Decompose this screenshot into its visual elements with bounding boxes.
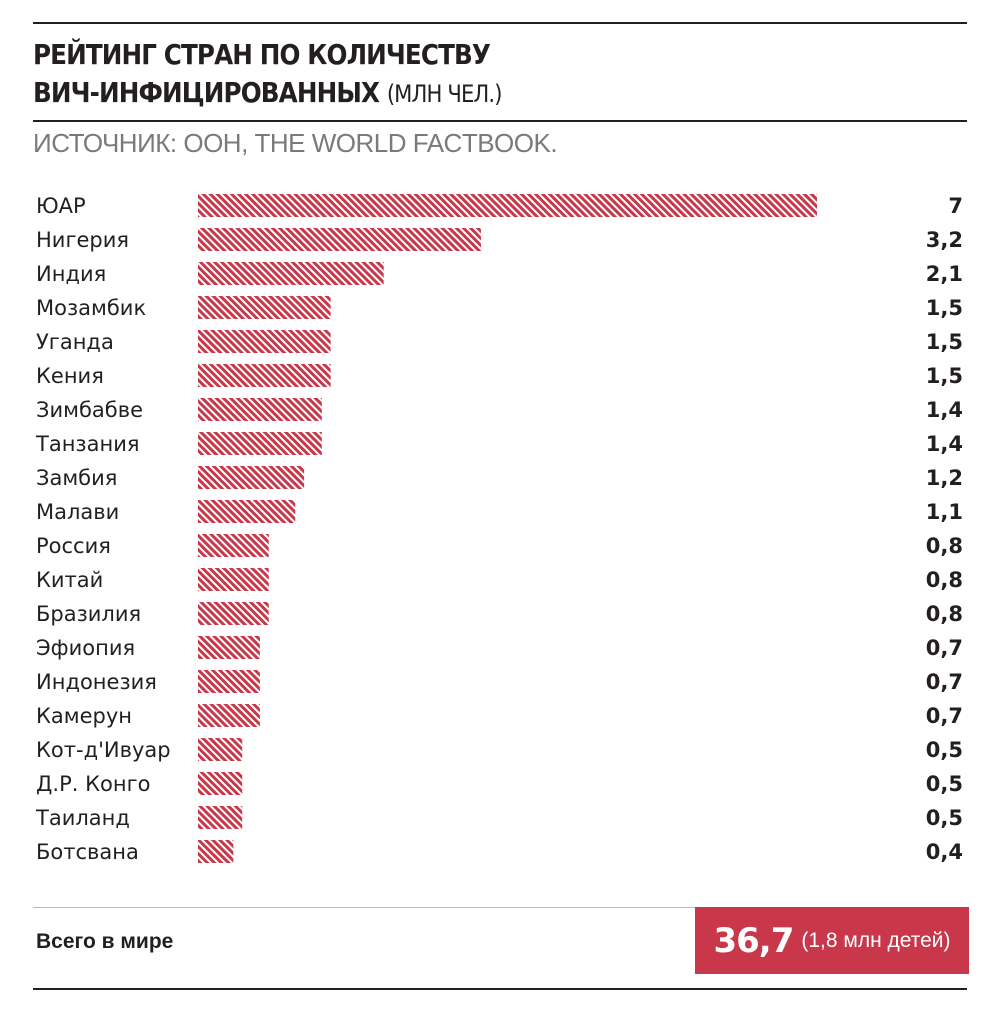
value-label-15: 0,7 bbox=[926, 704, 963, 728]
category-label-5: Кения bbox=[36, 364, 104, 388]
category-label-3: Мозамбик bbox=[36, 296, 146, 320]
bar-8 bbox=[198, 466, 305, 489]
value-label-2: 2,1 bbox=[926, 262, 963, 286]
page-title: РЕЙТИНГ СТРАН ПО КОЛИЧЕСТВУ ВИЧ-ИНФИЦИРО… bbox=[33, 36, 851, 113]
category-label-1: Нигерия bbox=[36, 228, 129, 252]
category-label-6: Зимбабве bbox=[36, 398, 143, 422]
category-label-17: Д.Р. Конго bbox=[36, 772, 150, 796]
value-label-4: 1,5 bbox=[926, 330, 963, 354]
category-label-0: ЮАР bbox=[36, 194, 86, 218]
value-label-10: 0,8 bbox=[926, 534, 963, 558]
value-label-17: 0,5 bbox=[926, 772, 963, 796]
value-label-5: 1,5 bbox=[926, 364, 963, 388]
title-unit: (МЛН ЧЕЛ.) bbox=[386, 80, 503, 108]
value-label-1: 3,2 bbox=[926, 228, 963, 252]
value-label-12: 0,8 bbox=[926, 602, 963, 626]
value-label-18: 0,5 bbox=[926, 806, 963, 830]
title-rule bbox=[33, 120, 967, 122]
bar-19 bbox=[198, 840, 234, 863]
value-label-13: 0,7 bbox=[926, 636, 963, 660]
bar-13 bbox=[198, 636, 260, 659]
value-label-7: 1,4 bbox=[926, 432, 963, 456]
category-label-15: Камерун bbox=[36, 704, 132, 728]
bar-chart: ЮАР Нигерия Индия Мозамбик Уганда Кения Зимбаб… bbox=[35, 194, 963, 864]
total-badge: 36,7 (1,8 млн детей) bbox=[695, 907, 969, 974]
value-label-19: 0,4 bbox=[926, 840, 963, 864]
bar-12 bbox=[198, 602, 269, 625]
category-label-11: Китай bbox=[36, 568, 103, 592]
top-rule bbox=[33, 22, 967, 24]
value-label-6: 1,4 bbox=[926, 398, 963, 422]
bar-10 bbox=[198, 534, 269, 557]
total-note: (1,8 млн детей) bbox=[801, 928, 951, 952]
category-label-7: Танзания bbox=[35, 432, 139, 456]
bar-2 bbox=[198, 262, 384, 285]
category-label-19: Ботсвана bbox=[36, 840, 139, 864]
total-label: Всего в мире bbox=[36, 930, 174, 953]
value-label-16: 0,5 bbox=[926, 738, 963, 762]
title-line-2: ВИЧ-ИНФИЦИРОВАННЫХ bbox=[33, 76, 380, 109]
bar-14 bbox=[198, 670, 260, 693]
bar-15 bbox=[198, 704, 260, 727]
category-label-10: Россия bbox=[36, 534, 111, 558]
category-label-8: Замбия bbox=[36, 466, 117, 490]
category-labels: ЮАР Нигерия Индия Мозамбик Уганда Кения Зимбаб… bbox=[35, 194, 171, 864]
category-label-12: Бразилия bbox=[36, 602, 141, 626]
bar-11 bbox=[198, 568, 269, 591]
bar-7 bbox=[198, 432, 322, 455]
bar-18 bbox=[198, 806, 243, 829]
bottom-rule bbox=[33, 988, 967, 990]
bar-16 bbox=[198, 738, 243, 761]
bar-4 bbox=[198, 330, 331, 353]
footer-rule-top bbox=[33, 907, 967, 908]
total-value: 36,7 bbox=[713, 920, 794, 961]
category-label-4: Уганда bbox=[36, 330, 114, 354]
bar-1 bbox=[198, 228, 481, 251]
bar-0 bbox=[198, 194, 817, 217]
bar-9 bbox=[198, 500, 296, 523]
title-line-1: РЕЙТИНГ СТРАН ПО КОЛИЧЕСТВУ bbox=[33, 38, 491, 71]
value-label-9: 1,1 bbox=[926, 500, 963, 524]
value-label-8: 1,2 bbox=[926, 466, 963, 490]
value-label-11: 0,8 bbox=[926, 568, 963, 592]
bars-group bbox=[198, 194, 817, 863]
value-label-3: 1,5 bbox=[926, 296, 963, 320]
value-labels: 7 3,2 2,1 1,5 1,5 1,5 1,4 1,4 1,2 1,1 0,8 0,8 0,8 0,7… bbox=[926, 194, 963, 864]
category-label-14: Индонезия bbox=[36, 670, 157, 694]
source-note: ИСТОЧНИК: ООН, THE WORLD FACTBOOK. bbox=[33, 128, 558, 158]
category-label-2: Индия bbox=[36, 262, 106, 286]
bar-17 bbox=[198, 772, 243, 795]
bar-6 bbox=[198, 398, 322, 421]
category-label-16: Кот-д'Ивуар bbox=[36, 738, 171, 762]
bar-5 bbox=[198, 364, 331, 387]
category-label-18: Таиланд bbox=[35, 806, 130, 830]
category-label-9: Малави bbox=[36, 500, 119, 524]
value-label-0: 7 bbox=[948, 194, 963, 218]
bar-3 bbox=[198, 296, 331, 319]
category-label-13: Эфиопия bbox=[36, 636, 135, 660]
value-label-14: 0,7 bbox=[926, 670, 963, 694]
